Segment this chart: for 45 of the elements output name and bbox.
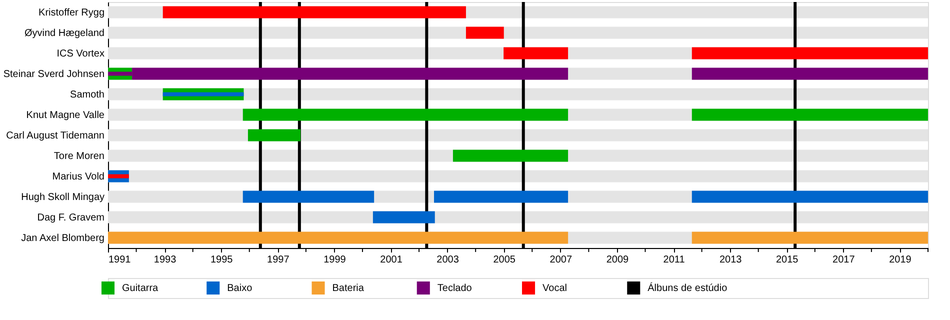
y-tick-label: Tore Moren bbox=[54, 150, 104, 162]
x-tick-label: 1995 bbox=[210, 254, 234, 266]
y-tick-label: Marius Vold bbox=[52, 171, 104, 182]
legend-label: Guitarra bbox=[122, 283, 159, 294]
x-tick-label: 1991 bbox=[108, 254, 132, 266]
x-tick-label: 2009 bbox=[606, 254, 630, 266]
legend-label: Bateria bbox=[332, 283, 364, 294]
bar bbox=[466, 26, 504, 39]
y-tick-label: Knut Magne Valle bbox=[26, 110, 105, 121]
x-tick-label: 2019 bbox=[889, 254, 912, 266]
y-tick-label: Samoth bbox=[70, 89, 104, 100]
bar bbox=[692, 68, 928, 80]
y-tick-label: Jan Axel Blomberg bbox=[21, 232, 104, 244]
bar bbox=[504, 47, 568, 60]
y-tick-label: ICS Vortex bbox=[56, 48, 104, 60]
legend-label: Vocal bbox=[542, 283, 567, 294]
x-tick-label: 1999 bbox=[324, 254, 346, 266]
bar bbox=[248, 129, 301, 142]
bar bbox=[692, 47, 928, 60]
bar bbox=[692, 108, 928, 121]
x-tick-label: 2005 bbox=[493, 254, 516, 266]
y-tick-label: Øyvind Hægeland bbox=[24, 28, 104, 39]
bar bbox=[452, 150, 568, 162]
y-tick-label: Hugh Skoll Mingay bbox=[21, 192, 104, 203]
y-tick-label: Dag F. Gravem bbox=[37, 212, 104, 224]
legend-label: Teclado bbox=[437, 283, 472, 294]
legend-label: Baixo bbox=[227, 283, 253, 294]
bar bbox=[692, 232, 928, 244]
x-tick-label: 2001 bbox=[380, 254, 403, 266]
y-tick-label: Kristoffer Rygg bbox=[38, 7, 104, 18]
x-tick-label: 1997 bbox=[267, 254, 290, 266]
legend-label: Álbuns de estúdio bbox=[648, 282, 728, 294]
bar bbox=[372, 211, 435, 224]
x-tick-label: 2007 bbox=[550, 254, 572, 266]
y-tick-label: Carl August Tidemann bbox=[6, 130, 104, 142]
bar bbox=[242, 190, 374, 203]
x-tick-label: 2015 bbox=[776, 254, 799, 266]
bar bbox=[692, 190, 928, 203]
x-tick-label: 2003 bbox=[436, 254, 460, 266]
bar bbox=[434, 190, 568, 203]
x-tick-label: 2013 bbox=[719, 254, 742, 266]
y-tick-label: Steinar Sverd Johnsen bbox=[3, 68, 104, 80]
x-tick-label: 2011 bbox=[663, 254, 686, 266]
x-tick-label: 1993 bbox=[154, 254, 177, 266]
x-tick-label: 2017 bbox=[832, 254, 856, 266]
